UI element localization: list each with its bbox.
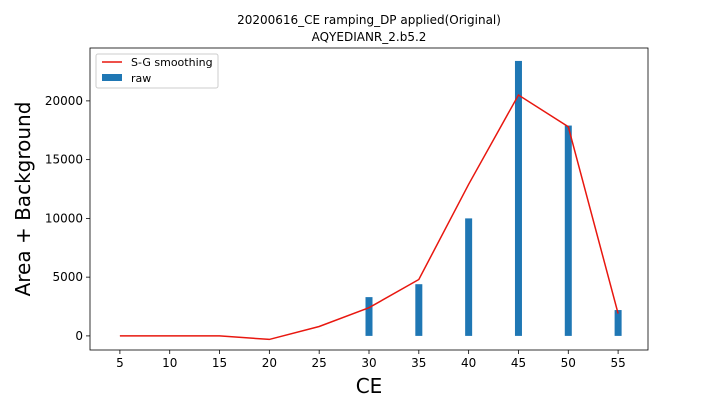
legend-label-raw: raw [131, 72, 151, 85]
chart-title-line-2: AQYEDIANR_2.b5.2 [312, 30, 427, 44]
x-axis-ticks: 5 10 15 20 25 30 35 40 45 50 55 [116, 350, 626, 370]
legend: S-G smoothing raw [96, 54, 218, 88]
x-tick-label-50: 50 [561, 356, 576, 370]
bar-raw-55 [615, 310, 622, 336]
y-axis-ticks: 0 5000 10000 15000 20000 [45, 94, 90, 343]
chart-title-line-1: 20200616_CE ramping_DP applied(Original) [237, 13, 501, 27]
x-tick-label-45: 45 [511, 356, 526, 370]
legend-swatch-raw [102, 74, 122, 81]
x-tick-label-20: 20 [262, 356, 277, 370]
x-tick-label-5: 5 [116, 356, 124, 370]
y-tick-label-0: 0 [75, 329, 83, 343]
y-tick-label-15000: 15000 [45, 153, 83, 167]
x-tick-label-30: 30 [361, 356, 376, 370]
legend-label-smoothing: S-G smoothing [131, 56, 213, 69]
y-tick-label-10000: 10000 [45, 211, 83, 225]
chart-title: 20200616_CE ramping_DP applied(Original)… [237, 13, 501, 44]
bar-raw-45 [515, 61, 522, 336]
x-tick-label-35: 35 [411, 356, 426, 370]
x-tick-label-10: 10 [162, 356, 177, 370]
bars-layer [116, 61, 621, 336]
bar-raw-35 [415, 284, 422, 336]
x-tick-label-15: 15 [212, 356, 227, 370]
bar-raw-50 [565, 126, 572, 336]
x-tick-label-40: 40 [461, 356, 476, 370]
x-tick-label-55: 55 [610, 356, 625, 370]
y-tick-label-20000: 20000 [45, 94, 83, 108]
y-axis-label: Area + Background [11, 102, 35, 297]
y-tick-label-5000: 5000 [52, 270, 83, 284]
x-axis-label: CE [356, 374, 383, 398]
x-tick-label-25: 25 [312, 356, 327, 370]
bar-raw-30 [366, 297, 373, 336]
bar-raw-40 [465, 218, 472, 336]
